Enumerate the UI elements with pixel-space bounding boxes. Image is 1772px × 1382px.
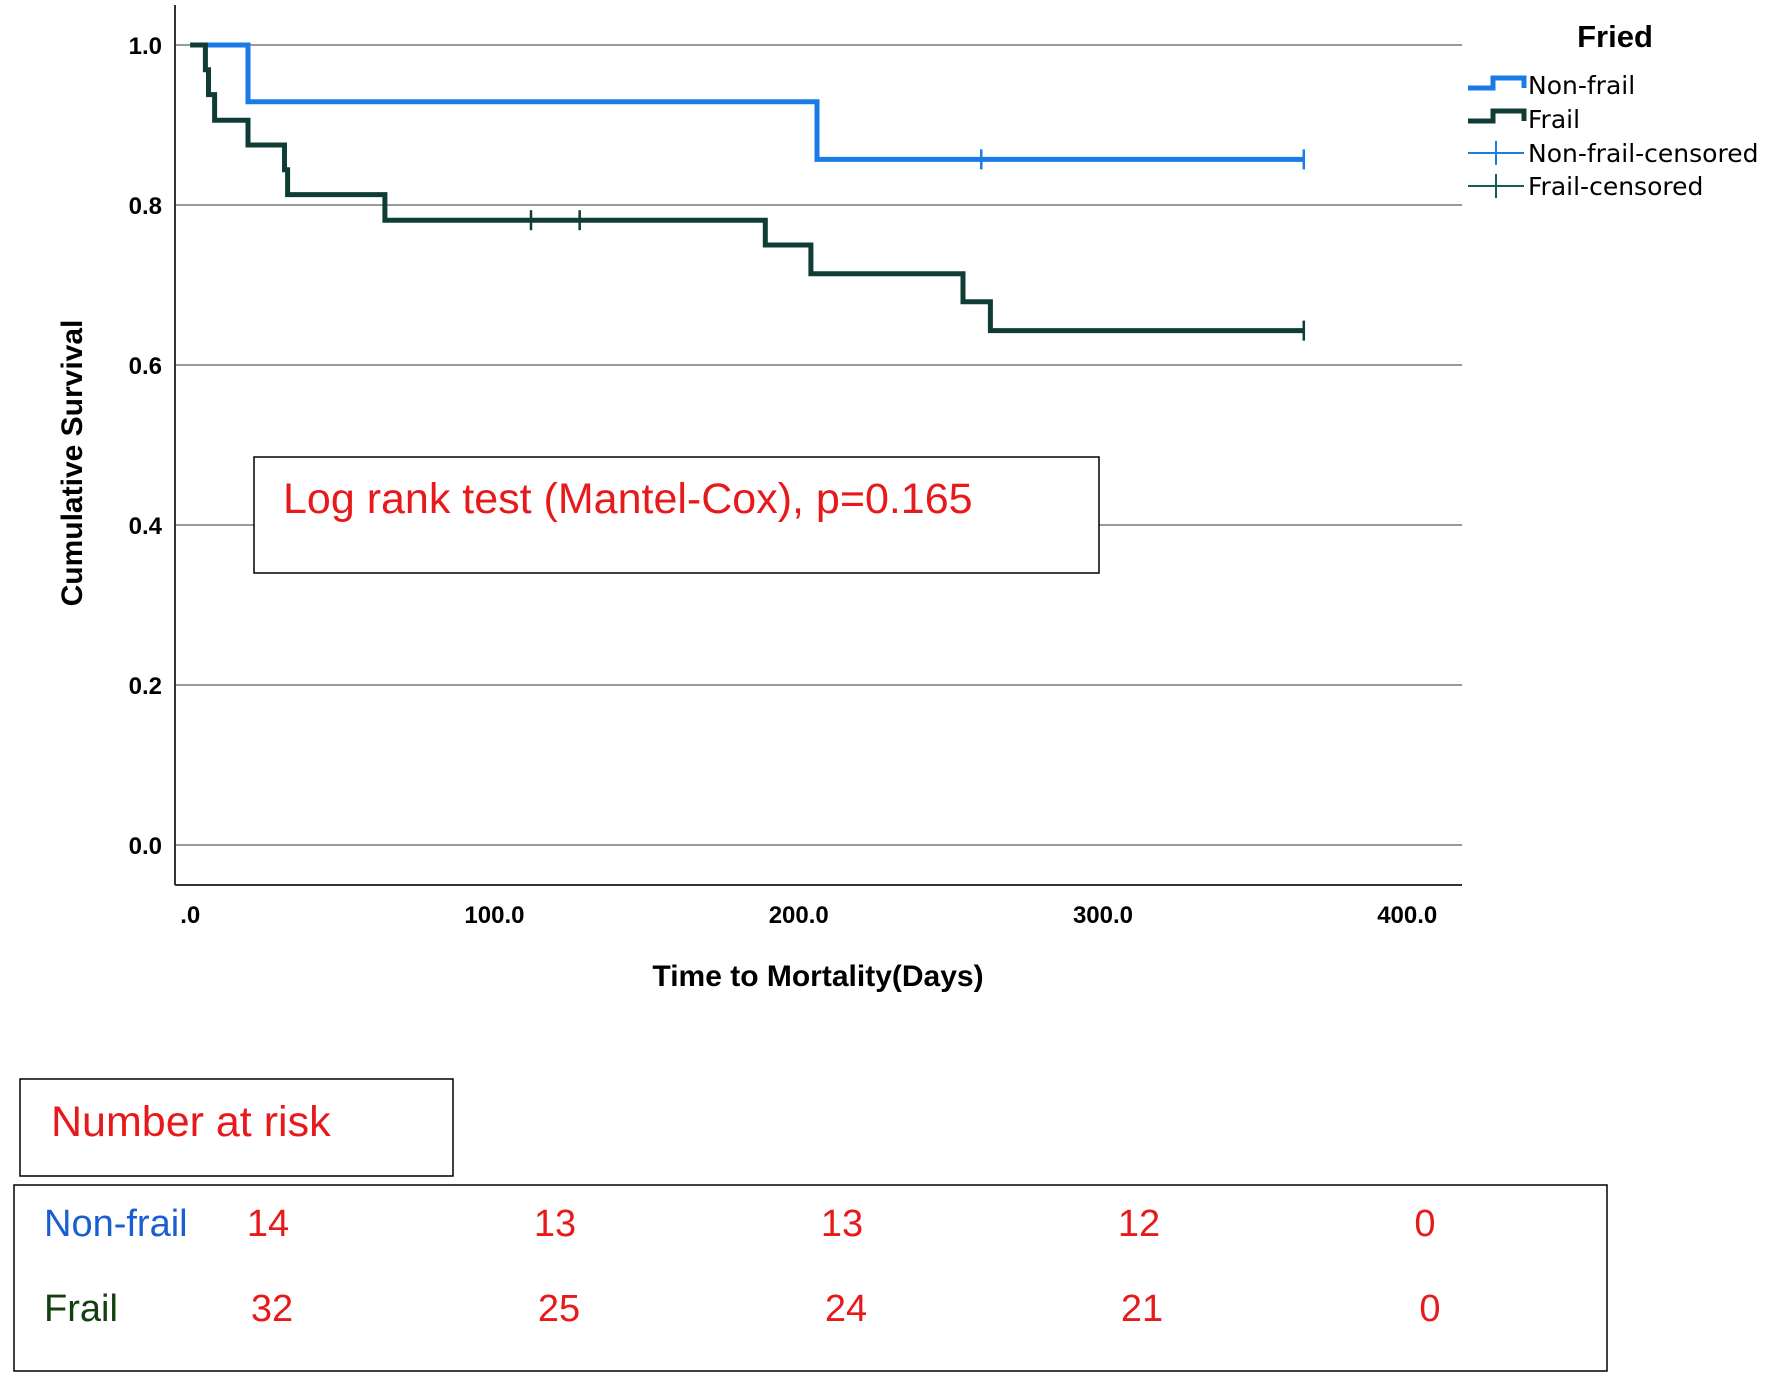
legend-swatch-non-frail-censored	[1468, 141, 1524, 165]
risk-row-label-non-frail: Non-frail	[44, 1203, 188, 1245]
x-tick-label: 400.0	[1377, 902, 1437, 929]
legend-swatch-frail-censored	[1468, 174, 1524, 198]
y-tick-labels: 0.0 0.2 0.4 0.6 0.8 1.0	[129, 33, 163, 860]
gridlines	[175, 44, 1462, 846]
risk-table-title-box: Number at risk	[19, 1078, 454, 1177]
risk-table-frame	[13, 1184, 1608, 1372]
y-axis-title: Cumulative Survival	[56, 320, 89, 607]
x-tick-label: 200.0	[769, 902, 829, 929]
legend-label-non-frail: Non-frail	[1528, 71, 1635, 100]
risk-table-title-frame	[19, 1078, 454, 1177]
y-tick-label: 1.0	[129, 33, 162, 60]
risk-cell: 24	[825, 1288, 867, 1330]
axes	[174, 5, 1462, 886]
y-tick-label: 0.8	[129, 193, 162, 220]
censor-marks	[529, 149, 1306, 341]
risk-cell: 13	[821, 1203, 863, 1245]
x-tick-label: 100.0	[464, 902, 524, 929]
legend-label-frail: Frail	[1528, 105, 1580, 134]
risk-cell: 32	[251, 1288, 293, 1330]
legend-label-frail-censored: Frail-censored	[1528, 172, 1703, 201]
series-line-non-frail	[190, 42, 1304, 162]
y-tick-label: 0.4	[129, 513, 163, 540]
risk-cell: 25	[538, 1288, 580, 1330]
series-line-frail	[190, 42, 1304, 334]
legend: Fried Non-frail Frail Non-frail-censored…	[1468, 19, 1758, 201]
legend-label-non-frail-censored: Non-frail-censored	[1528, 139, 1758, 168]
risk-cell: 13	[534, 1203, 576, 1245]
risk-cell: 0	[1414, 1203, 1435, 1245]
risk-table-title: Number at risk	[51, 1098, 331, 1146]
legend-swatch-frail	[1468, 108, 1527, 124]
y-tick-label: 0.0	[129, 833, 162, 860]
legend-swatch-non-frail	[1468, 75, 1527, 91]
risk-cell: 0	[1419, 1288, 1440, 1330]
series-lines	[190, 42, 1304, 334]
x-tick-labels: .0 100.0 200.0 300.0 400.0	[180, 902, 1437, 929]
x-tick-label: 300.0	[1073, 902, 1133, 929]
risk-cell: 14	[247, 1203, 289, 1245]
risk-cell: 21	[1121, 1288, 1163, 1330]
risk-table: Non-frail 14 13 13 12 0 Frail 32 25 24 2…	[13, 1184, 1608, 1372]
annotation-frame	[253, 456, 1100, 574]
annotation-box: Log rank test (Mantel-Cox), p=0.165	[253, 456, 1100, 574]
legend-title: Fried	[1577, 19, 1653, 54]
risk-cell: 12	[1118, 1203, 1160, 1245]
y-tick-label: 0.2	[129, 673, 162, 700]
x-axis-title: Time to Mortality(Days)	[652, 960, 983, 993]
x-tick-label: .0	[180, 902, 200, 929]
annotation-text: Log rank test (Mantel-Cox), p=0.165	[283, 475, 973, 523]
risk-row-label-frail: Frail	[44, 1288, 118, 1330]
y-tick-label: 0.6	[129, 353, 162, 380]
